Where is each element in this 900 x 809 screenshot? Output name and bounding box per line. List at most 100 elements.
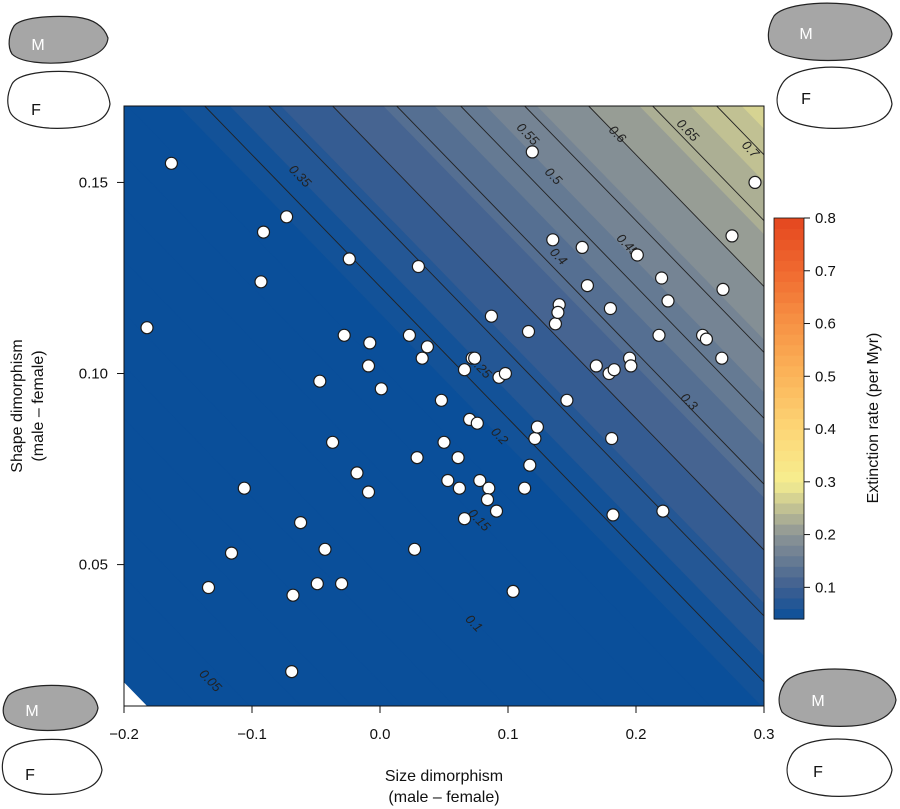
data-point xyxy=(498,366,512,381)
data-point xyxy=(313,374,327,388)
colorbar-band xyxy=(774,555,804,567)
y-tick-label: 0.05 xyxy=(79,557,108,574)
data-point xyxy=(580,279,595,293)
colorbar-band xyxy=(774,302,804,314)
female-shell-bottom-left: F xyxy=(1,738,103,795)
contour-line xyxy=(460,105,765,419)
data-point xyxy=(605,431,619,446)
data-point xyxy=(699,332,714,346)
colorbar-band xyxy=(774,312,804,325)
colorbar-band xyxy=(774,608,804,620)
male-shell-label: M xyxy=(25,703,38,720)
colorbar-band xyxy=(774,429,804,441)
corner-shapes-bottom-left: M F xyxy=(1,684,103,795)
data-point xyxy=(525,145,539,159)
data-point xyxy=(237,481,251,495)
data-point xyxy=(652,328,666,342)
data-point xyxy=(546,233,560,247)
colorbar-band xyxy=(774,566,804,578)
data-point xyxy=(285,664,299,679)
data-point xyxy=(560,393,574,407)
data-point xyxy=(528,431,542,446)
data-point xyxy=(517,481,532,495)
data-point xyxy=(224,546,239,560)
colorbar-tick-label: 0.2 xyxy=(815,527,836,544)
colorbar-band xyxy=(774,239,804,251)
data-point xyxy=(716,282,730,296)
plot-frame xyxy=(123,105,765,707)
data-point xyxy=(410,451,424,465)
data-point xyxy=(630,248,644,262)
colorbar-band xyxy=(774,524,804,536)
contour-line xyxy=(204,105,765,683)
data-point xyxy=(256,225,271,239)
data-point xyxy=(489,504,504,518)
data-point xyxy=(451,451,465,465)
colorbar-band xyxy=(774,291,804,304)
colorbar-band xyxy=(774,471,804,483)
colorbar-label: Extinction rate (per Myr) xyxy=(865,333,882,504)
data-point xyxy=(140,321,154,335)
female-shell-top-left: F xyxy=(7,70,111,129)
data-point xyxy=(575,240,589,254)
colorbar-band xyxy=(774,513,804,525)
corner-shapes-top-left: M F xyxy=(7,15,111,129)
female-shell-label: F xyxy=(25,767,35,784)
female-shell-shape xyxy=(786,738,893,797)
data-point xyxy=(725,229,739,243)
colorbar-band xyxy=(774,534,804,546)
data-point xyxy=(521,324,536,339)
data-point xyxy=(201,580,216,595)
colorbar-band xyxy=(774,576,804,588)
colorbar-tick-label: 0.4 xyxy=(815,421,836,438)
colorbar-band xyxy=(774,260,804,272)
colorbar-band xyxy=(774,587,804,599)
contour-line xyxy=(716,105,765,156)
y-axis-label-sub: (male – female) xyxy=(30,350,47,461)
colorbar-tick-label: 0.6 xyxy=(815,316,836,333)
data-point xyxy=(411,259,425,274)
data-point xyxy=(715,351,729,365)
data-point xyxy=(294,515,308,530)
colorbar-band xyxy=(774,450,804,462)
data-point xyxy=(457,512,472,526)
male-shell-bottom-right: M xyxy=(778,668,897,727)
contour-line xyxy=(332,105,765,551)
data-point xyxy=(420,340,434,354)
data-point xyxy=(480,493,495,507)
colorbar-band xyxy=(774,407,804,420)
data-point xyxy=(468,351,482,365)
colorbar-tick-label: 0.8 xyxy=(815,210,836,227)
data-point xyxy=(551,305,565,319)
contour-line xyxy=(588,105,765,287)
female-shell-shape xyxy=(776,66,893,129)
data-point xyxy=(310,577,324,591)
data-point xyxy=(361,359,376,373)
plot-area: 0.050.10.150.20.250.30.350.4 0.450.50.55 0… xyxy=(123,105,765,707)
data-point xyxy=(280,210,294,224)
colorbar-band xyxy=(774,418,804,430)
colorbar-band xyxy=(774,334,804,346)
male-shell-label: M xyxy=(799,26,812,43)
colorbar-band xyxy=(774,460,804,472)
colorbar-tick-label: 0.3 xyxy=(815,474,836,491)
colorbar-band xyxy=(774,323,804,335)
data-point xyxy=(607,363,621,377)
colorbar-band xyxy=(774,270,804,282)
colorbar-band xyxy=(774,365,804,377)
x-tick-label: 0.3 xyxy=(754,726,775,743)
data-point xyxy=(374,382,388,396)
colorbar-bands xyxy=(774,218,804,620)
data-point xyxy=(624,359,638,373)
colorbar-band xyxy=(774,397,804,409)
contour-line xyxy=(652,105,765,221)
x-tick-label: 0.0 xyxy=(370,726,391,743)
y-axis-label: Shape dimorphism xyxy=(9,339,26,472)
data-point xyxy=(342,252,356,266)
data-point xyxy=(457,363,472,377)
data-point xyxy=(164,156,178,170)
data-point xyxy=(437,435,451,449)
colorbar: 0.1 0.2 0.3 0.4 0.5 0.6 0.7 0.8 Extinction rate… xyxy=(773,210,882,620)
colorbar-band xyxy=(774,344,804,356)
female-shell-label: F xyxy=(801,91,811,108)
